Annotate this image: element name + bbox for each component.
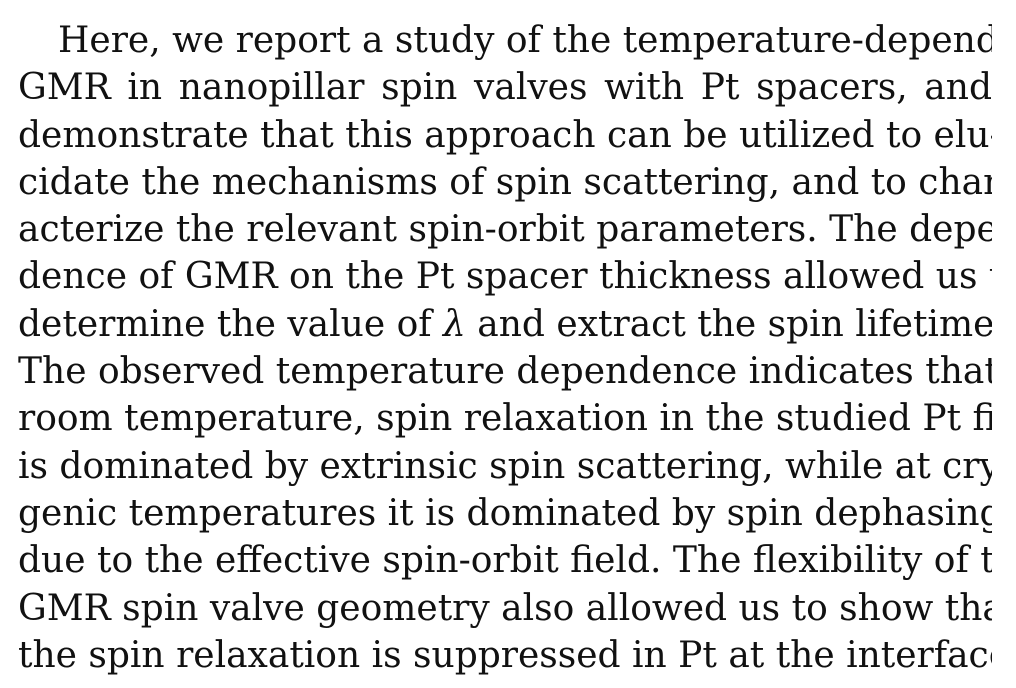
text-line-2: GMR in nanopillar spin valves with Pt sp… <box>18 67 992 109</box>
paper-body-paragraph: Here, we report a study of the temperatu… <box>18 17 992 679</box>
text-line-8: The observed temperature dependence indi… <box>18 351 992 393</box>
text-line-7: determine the value of λ and extract the… <box>18 303 992 345</box>
text-line-11: genic temperatures it is dominated by sp… <box>18 492 992 534</box>
text-line-14: the spin relaxation is suppressed in Pt … <box>18 634 992 676</box>
text-line-13: GMR spin valve geometry also allowed us … <box>18 587 992 629</box>
text-line-1: Here, we report a study of the temperatu… <box>58 20 992 61</box>
lambda-symbol: λ <box>443 303 466 345</box>
text-line-9: room temperature, spin relaxation in the… <box>18 398 992 440</box>
text-line-12: due to the effective spin-orbit field. T… <box>18 540 992 582</box>
text-line-10: is dominated by extrinsic spin scatterin… <box>18 445 992 487</box>
text-line-4: cidate the mechanisms of spin scattering… <box>18 161 992 203</box>
text-line-5: acterize the relevant spin-orbit paramet… <box>18 209 992 251</box>
text-line-3: demonstrate that this approach can be ut… <box>18 114 992 156</box>
text-line-6: dence of GMR on the Pt spacer thickness … <box>18 256 992 298</box>
